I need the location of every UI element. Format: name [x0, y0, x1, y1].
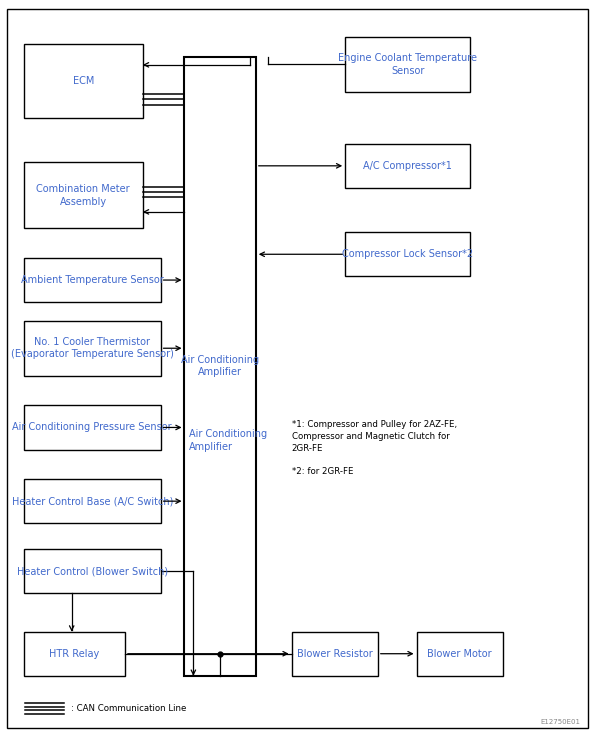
Text: HTR Relay: HTR Relay: [49, 649, 99, 659]
Bar: [184, 57, 256, 676]
Bar: [24, 44, 143, 118]
Text: Blower Motor: Blower Motor: [427, 649, 492, 659]
Bar: [24, 632, 125, 676]
Bar: [24, 479, 161, 523]
Bar: [416, 632, 503, 676]
Bar: [345, 37, 470, 92]
Text: Combination Meter
Assembly: Combination Meter Assembly: [36, 184, 130, 206]
Text: Air Conditioning
Amplifier: Air Conditioning Amplifier: [189, 430, 267, 452]
Text: A/C Compressor*1: A/C Compressor*1: [363, 161, 452, 171]
Bar: [345, 144, 470, 188]
Text: Compressor Lock Sensor*2: Compressor Lock Sensor*2: [342, 249, 473, 259]
Bar: [24, 258, 161, 302]
Text: ECM: ECM: [73, 76, 94, 86]
Bar: [24, 405, 161, 450]
Bar: [24, 321, 161, 376]
Bar: [292, 632, 378, 676]
Bar: [24, 549, 161, 593]
Text: No. 1 Cooler Thermistor
(Evaporator Temperature Sensor): No. 1 Cooler Thermistor (Evaporator Temp…: [11, 337, 174, 360]
Text: Blower Resistor: Blower Resistor: [297, 649, 372, 659]
Text: Heater Control Base (A/C Switch): Heater Control Base (A/C Switch): [11, 496, 173, 506]
Text: Air Conditioning Pressure Sensor: Air Conditioning Pressure Sensor: [12, 422, 172, 433]
Text: Engine Coolant Temperature
Sensor: Engine Coolant Temperature Sensor: [338, 53, 477, 76]
Text: Heater Control (Blower Switch): Heater Control (Blower Switch): [17, 566, 168, 576]
Text: E12750E01: E12750E01: [540, 719, 580, 725]
Text: Air Conditioning
Amplifier: Air Conditioning Amplifier: [181, 355, 259, 377]
Bar: [24, 162, 143, 228]
Text: Ambient Temperature Sensor: Ambient Temperature Sensor: [21, 275, 164, 285]
Bar: [345, 232, 470, 276]
Text: : CAN Communication Line: : CAN Communication Line: [71, 705, 186, 713]
Text: *1: Compressor and Pulley for 2AZ-FE,
Compressor and Magnetic Clutch for
2GR-FE
: *1: Compressor and Pulley for 2AZ-FE, Co…: [292, 420, 457, 476]
